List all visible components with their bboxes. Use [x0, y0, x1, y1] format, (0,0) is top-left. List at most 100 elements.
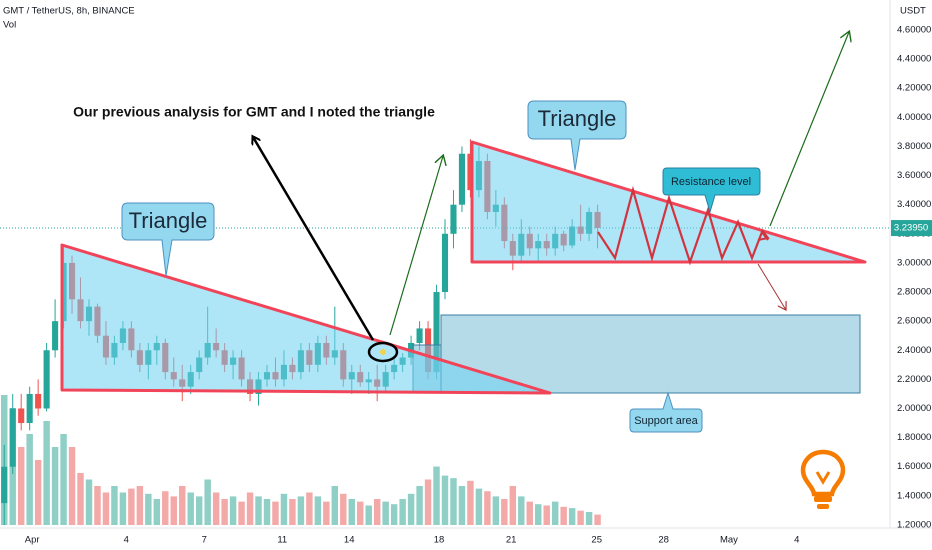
resistance-callout	[662, 167, 761, 214]
x-tick-label: May	[720, 535, 738, 546]
analysis-note: Our previous analysis for GMT and I note…	[73, 104, 435, 120]
currency-label: USDT	[900, 6, 926, 17]
volume-bar	[204, 479, 211, 525]
y-tick-label: 3.80000	[897, 141, 931, 152]
volume-bar	[111, 486, 118, 525]
breakout-arrow	[389, 156, 443, 336]
y-tick-label: 3.60000	[897, 170, 931, 181]
candle-body	[18, 408, 25, 424]
candle-body	[52, 321, 59, 351]
volume-bar	[467, 480, 474, 525]
volume-bar	[407, 493, 415, 525]
x-tick-label: 21	[506, 535, 517, 546]
volume-bar	[543, 505, 550, 525]
volume-bar	[145, 493, 152, 525]
x-tick-label: Apr	[25, 535, 40, 546]
volume-bar	[509, 486, 517, 525]
volume-bar	[484, 491, 491, 525]
x-tick-label: 25	[591, 535, 602, 546]
volume-bar	[501, 499, 508, 525]
y-tick-label: 2.20000	[897, 374, 931, 385]
volume-bar	[399, 499, 406, 525]
y-tick-label: 1.60000	[897, 461, 931, 472]
symbol-header: GMT / TetherUS, 8h, BINANCE	[3, 6, 135, 17]
x-tick-label: 14	[344, 535, 355, 546]
candle-body	[467, 153, 474, 191]
volume-bar	[535, 504, 542, 525]
y-tick-label: 3.40000	[897, 199, 931, 210]
volume-bar	[323, 501, 330, 525]
volume-bar	[68, 447, 76, 525]
volume-bar	[373, 499, 381, 525]
volume-bar	[60, 434, 67, 525]
candle-body	[35, 393, 42, 409]
zigzag-head	[757, 229, 770, 241]
volume-bar	[458, 486, 466, 525]
volume-bar	[518, 496, 525, 525]
volume-bar	[297, 496, 305, 525]
volume-bar	[272, 501, 279, 525]
volume-bar	[170, 496, 177, 525]
support-label: Support area	[634, 415, 698, 427]
x-tick-label: 28	[658, 535, 669, 546]
highlight-dot	[380, 349, 386, 355]
volume-bar	[475, 488, 483, 525]
y-tick-label: 3.00000	[897, 257, 931, 268]
projected-zigzag	[597, 185, 769, 266]
volume-bar	[136, 486, 144, 525]
volume-bar	[187, 492, 194, 525]
volume-bar	[416, 486, 423, 525]
y-tick-label: 4.20000	[897, 83, 931, 94]
left-triangle-callout	[121, 202, 215, 277]
target-arrow	[769, 32, 849, 227]
right-triangle-label: Triangle	[538, 106, 617, 131]
y-tick-label: 2.80000	[897, 287, 931, 298]
volume-bar	[382, 501, 389, 525]
volume-bar	[585, 512, 593, 525]
volume-bar	[340, 493, 347, 525]
bulb-filament	[815, 471, 831, 485]
y-tick-label: 4.40000	[897, 54, 931, 65]
volume-bar	[441, 475, 449, 525]
lightbulb-icon	[800, 449, 846, 509]
volume-bar	[195, 496, 203, 525]
volume-bar	[43, 421, 50, 525]
volume-bar	[102, 492, 110, 525]
volume-bar	[433, 466, 440, 525]
last-price-tag	[891, 220, 932, 237]
y-tick-label: 1.40000	[897, 490, 931, 501]
volume-bar	[153, 499, 161, 525]
resistance-label: Resistance level	[671, 176, 751, 188]
last-price-label: 3.23950	[894, 223, 928, 234]
volume-bar	[331, 486, 339, 525]
volume-bar	[577, 510, 584, 525]
left-triangle-label: Triangle	[129, 208, 208, 233]
y-tick-label: 2.00000	[897, 403, 931, 414]
y-tick-label: 1.20000	[897, 519, 931, 530]
y-tick-label: 1.80000	[897, 432, 931, 443]
volume-bar	[492, 496, 500, 525]
volume-bar	[51, 447, 59, 525]
volume-bar	[314, 496, 322, 525]
volume-bar	[568, 508, 576, 525]
y-tick-label: 2.60000	[897, 316, 931, 327]
candle-body	[26, 393, 33, 424]
volume-bar	[26, 434, 33, 525]
y-tick-label: 4.60000	[897, 25, 931, 36]
volume-bar	[280, 493, 288, 525]
volume-bar	[289, 499, 296, 525]
y-tick-label: 2.40000	[897, 345, 931, 356]
x-tick-label: 7	[202, 535, 207, 546]
volume-bar	[212, 492, 220, 525]
volume-bar	[85, 479, 93, 525]
note-arrow	[253, 137, 375, 341]
volume-bar	[390, 504, 398, 525]
candle-body	[9, 408, 16, 467]
price-pane	[0, 139, 890, 525]
volume-bar	[162, 491, 169, 525]
x-tick-label: 11	[277, 535, 287, 546]
y-tick-label: 4.00000	[897, 112, 931, 123]
volume-bar	[94, 486, 101, 525]
